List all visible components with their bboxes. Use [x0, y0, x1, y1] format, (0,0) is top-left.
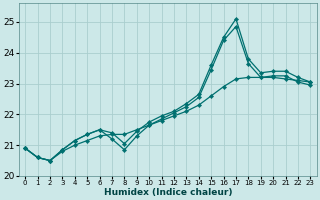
X-axis label: Humidex (Indice chaleur): Humidex (Indice chaleur) [104, 188, 232, 197]
